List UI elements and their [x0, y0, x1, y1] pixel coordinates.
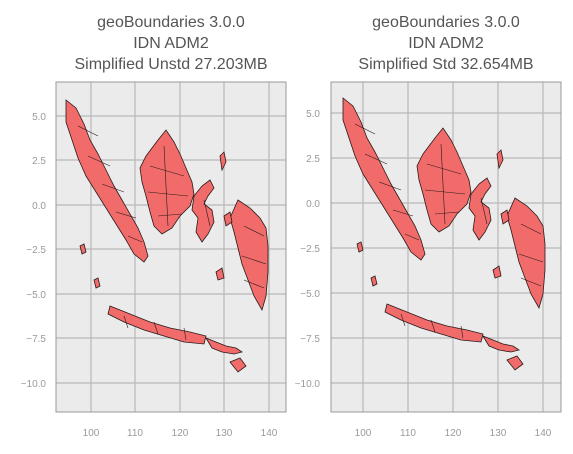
y-tick-label: −5.0	[26, 290, 46, 301]
title-line-2: IDN ADM2	[133, 35, 209, 52]
y-tick-label: 0.0	[32, 201, 46, 212]
plot-frame	[55, 81, 287, 413]
y-tick-label: −10.0	[21, 379, 47, 390]
x-tick-label: 140	[535, 428, 552, 439]
map-title-left: geoBoundaries 3.0.0 IDN ADM2 Simplified …	[56, 12, 286, 75]
x-tick-label: 110	[400, 428, 416, 439]
x-axis-ticks: 100 110 120 130 140	[355, 428, 552, 439]
x-tick-label: 100	[83, 428, 100, 439]
x-axis-ticks: 100 110 120 130 140	[83, 428, 278, 439]
title-line-1: geoBoundaries 3.0.0	[372, 14, 520, 31]
y-axis-ticks: 5.0 2.5 0.0 −2.5 −5.0 −7.5 −10.0	[295, 109, 321, 390]
title-line-2: IDN ADM2	[408, 35, 484, 52]
plot-frame	[330, 81, 562, 413]
y-tick-label: 0.0	[306, 199, 320, 210]
title-line-3: Simplified Std 32.654MB	[358, 56, 534, 73]
y-tick-label: −5.0	[300, 289, 320, 300]
map-panel-left: 100 110 120 130 140 5.0 2.5 0.0 −2.5 −5.…	[21, 81, 287, 439]
x-tick-label: 130	[216, 428, 233, 439]
x-tick-label: 120	[445, 428, 462, 439]
y-tick-label: 5.0	[306, 109, 320, 120]
y-tick-label: −7.5	[26, 334, 46, 345]
x-tick-label: 140	[261, 428, 278, 439]
x-tick-label: 110	[127, 428, 143, 439]
title-line-1: geoBoundaries 3.0.0	[97, 14, 245, 31]
x-tick-label: 120	[172, 428, 189, 439]
y-tick-label: 2.5	[306, 154, 320, 165]
y-tick-label: −7.5	[300, 334, 320, 345]
y-tick-label: 5.0	[32, 112, 46, 123]
x-tick-label: 130	[490, 428, 507, 439]
y-tick-label: −10.0	[295, 379, 321, 390]
y-tick-label: 2.5	[32, 156, 46, 167]
y-axis-ticks: 5.0 2.5 0.0 −2.5 −5.0 −7.5 −10.0	[21, 112, 47, 390]
map-title-right: geoBoundaries 3.0.0 IDN ADM2 Simplified …	[331, 12, 561, 75]
title-line-3: Simplified Unstd 27.203MB	[74, 56, 268, 73]
y-tick-label: −2.5	[26, 245, 46, 256]
x-tick-label: 100	[355, 428, 372, 439]
map-panel-right: 100 110 120 130 140 5.0 2.5 0.0 −2.5 −5.…	[295, 81, 562, 439]
y-tick-label: −2.5	[300, 244, 320, 255]
